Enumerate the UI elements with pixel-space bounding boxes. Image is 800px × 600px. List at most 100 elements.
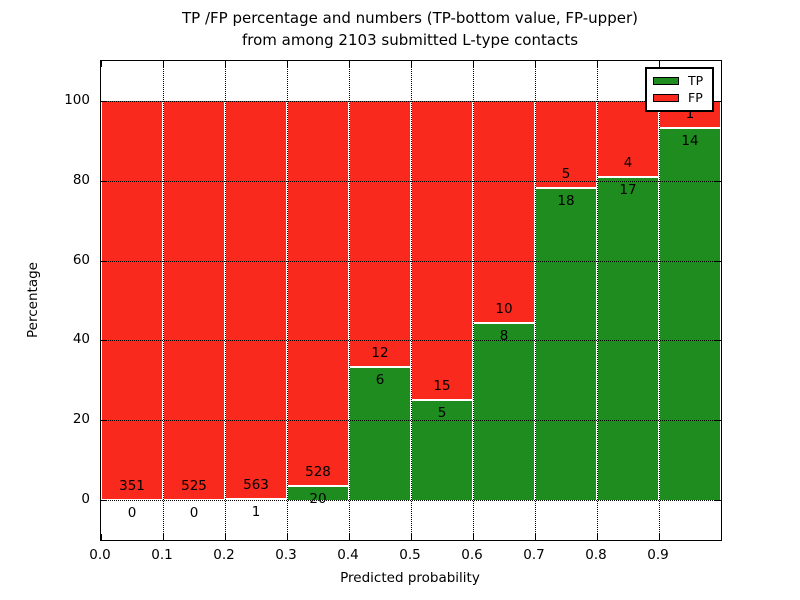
x-tick-mark-top <box>225 61 226 67</box>
tp-bar-segment <box>660 127 720 501</box>
x-tick-mark-top <box>163 61 164 67</box>
grid-line-vertical <box>535 61 536 540</box>
x-tick-mark-top <box>287 61 288 67</box>
y-tick-label: 80 <box>72 171 90 188</box>
x-tick-mark-top <box>659 61 660 67</box>
fp-count-label: 12 <box>371 345 389 362</box>
x-tick-label: 0.6 <box>461 547 483 563</box>
x-tick-label: 0.2 <box>213 547 235 563</box>
x-tick-mark-top <box>349 61 350 67</box>
grid-line-vertical <box>163 61 164 540</box>
y-tick-label: 40 <box>72 331 90 348</box>
fp-count-label: 1 <box>685 105 695 122</box>
x-tick-mark-bottom <box>101 534 102 540</box>
grid-line-vertical <box>473 61 474 540</box>
y-tick-mark-right <box>715 500 721 502</box>
x-tick-label: 0.9 <box>647 547 669 563</box>
chart-title-line1: TP /FP percentage and numbers (TP-bottom… <box>182 9 638 27</box>
tp-count-label: 20 <box>309 490 327 507</box>
x-tick-mark-top <box>101 61 102 67</box>
fp-bar-segment <box>164 100 224 501</box>
x-tick-label: 0.7 <box>523 547 545 563</box>
grid-line-vertical <box>349 61 350 540</box>
fp-count-label: 5 <box>561 165 571 182</box>
x-tick-mark-top <box>411 61 412 67</box>
y-tick-label: 20 <box>72 411 90 428</box>
chart-title-line2: from among 2103 submitted L-type contact… <box>241 31 579 49</box>
fp-count-label: 10 <box>495 300 513 317</box>
grid-line-vertical <box>659 61 660 540</box>
tp-count-label: 6 <box>375 372 385 389</box>
x-tick-label: 0.4 <box>337 547 359 563</box>
tp-bar-segment <box>598 176 658 501</box>
y-tick-mark-right <box>715 180 721 182</box>
x-tick-mark-bottom <box>535 534 536 540</box>
grid-line-vertical <box>287 61 288 540</box>
tp-count-label: 5 <box>437 405 447 422</box>
plot-area: 0 351 0 525 1 563 20 528 6 12 5 15 8 10 18 5 17 4 14 1 <box>100 60 722 541</box>
legend-item-label: TP <box>688 72 704 88</box>
tp-legend-swatch <box>653 76 679 85</box>
fp-bar-segment <box>350 100 410 368</box>
tp-bar-segment <box>474 322 534 501</box>
fp-count-label: 528 <box>305 463 331 480</box>
x-tick-mark-bottom <box>473 534 474 540</box>
y-tick-mark-right <box>715 260 721 262</box>
grid-line-horizontal <box>101 500 721 502</box>
x-tick-label: 0.5 <box>399 547 421 563</box>
tp-count-label: 17 <box>619 181 637 198</box>
y-tick-mark-left <box>101 420 107 422</box>
y-tick-label: 60 <box>72 251 90 268</box>
fp-bar-segment <box>536 100 596 188</box>
x-tick-mark-bottom <box>349 534 350 540</box>
grid-line-vertical <box>597 61 598 540</box>
y-axis-label: Percentage <box>25 262 41 338</box>
fp-count-label: 351 <box>119 478 145 495</box>
fp-count-label: 525 <box>181 478 207 495</box>
y-tick-mark-left <box>101 180 107 182</box>
legend-item: TP <box>647 72 712 88</box>
x-tick-mark-top <box>597 61 598 67</box>
y-tick-label: 100 <box>64 91 90 108</box>
x-tick-mark-bottom <box>163 534 164 540</box>
tp-count-label: 0 <box>127 505 137 522</box>
x-axis-label: Predicted probability <box>340 570 480 586</box>
y-tick-mark-right <box>715 420 721 422</box>
grid-line-horizontal <box>101 100 721 102</box>
grid-line-horizontal <box>101 340 721 342</box>
tp-bar-segment <box>536 187 596 501</box>
fp-count-label: 563 <box>243 477 269 494</box>
grid-line-vertical <box>411 61 412 540</box>
grid-line-vertical <box>225 61 226 540</box>
legend: TP FP <box>645 67 714 112</box>
chart-title: TP /FP percentage and numbers (TP-bottom… <box>100 7 720 51</box>
grid-line-horizontal <box>101 420 721 422</box>
tp-bar-segment <box>350 367 410 501</box>
fp-bar-segment <box>474 100 534 323</box>
y-tick-mark-left <box>101 500 107 502</box>
tp-count-label: 14 <box>681 132 699 149</box>
fp-count-label: 15 <box>433 378 451 395</box>
x-tick-label: 0.3 <box>275 547 297 563</box>
grid-line-horizontal <box>101 260 721 262</box>
tp-count-label: 8 <box>499 327 509 344</box>
fp-legend-swatch <box>653 94 679 103</box>
x-tick-mark-bottom <box>597 534 598 540</box>
y-tick-mark-left <box>101 340 107 342</box>
x-tick-mark-bottom <box>287 534 288 540</box>
y-tick-label: 0 <box>81 491 90 508</box>
grid-line-horizontal <box>101 180 721 182</box>
y-tick-mark-right <box>715 340 721 342</box>
x-tick-mark-top <box>473 61 474 67</box>
x-tick-mark-bottom <box>659 534 660 540</box>
tp-count-label: 1 <box>251 504 261 521</box>
tp-count-label: 18 <box>557 192 575 209</box>
fp-bar-segment <box>288 100 348 486</box>
tp-bar-segment <box>288 485 348 501</box>
x-tick-mark-bottom <box>225 534 226 540</box>
y-tick-mark-right <box>715 100 721 102</box>
legend-item: FP <box>647 92 712 104</box>
fp-bar-segment <box>226 100 286 500</box>
x-tick-mark-bottom <box>411 534 412 540</box>
